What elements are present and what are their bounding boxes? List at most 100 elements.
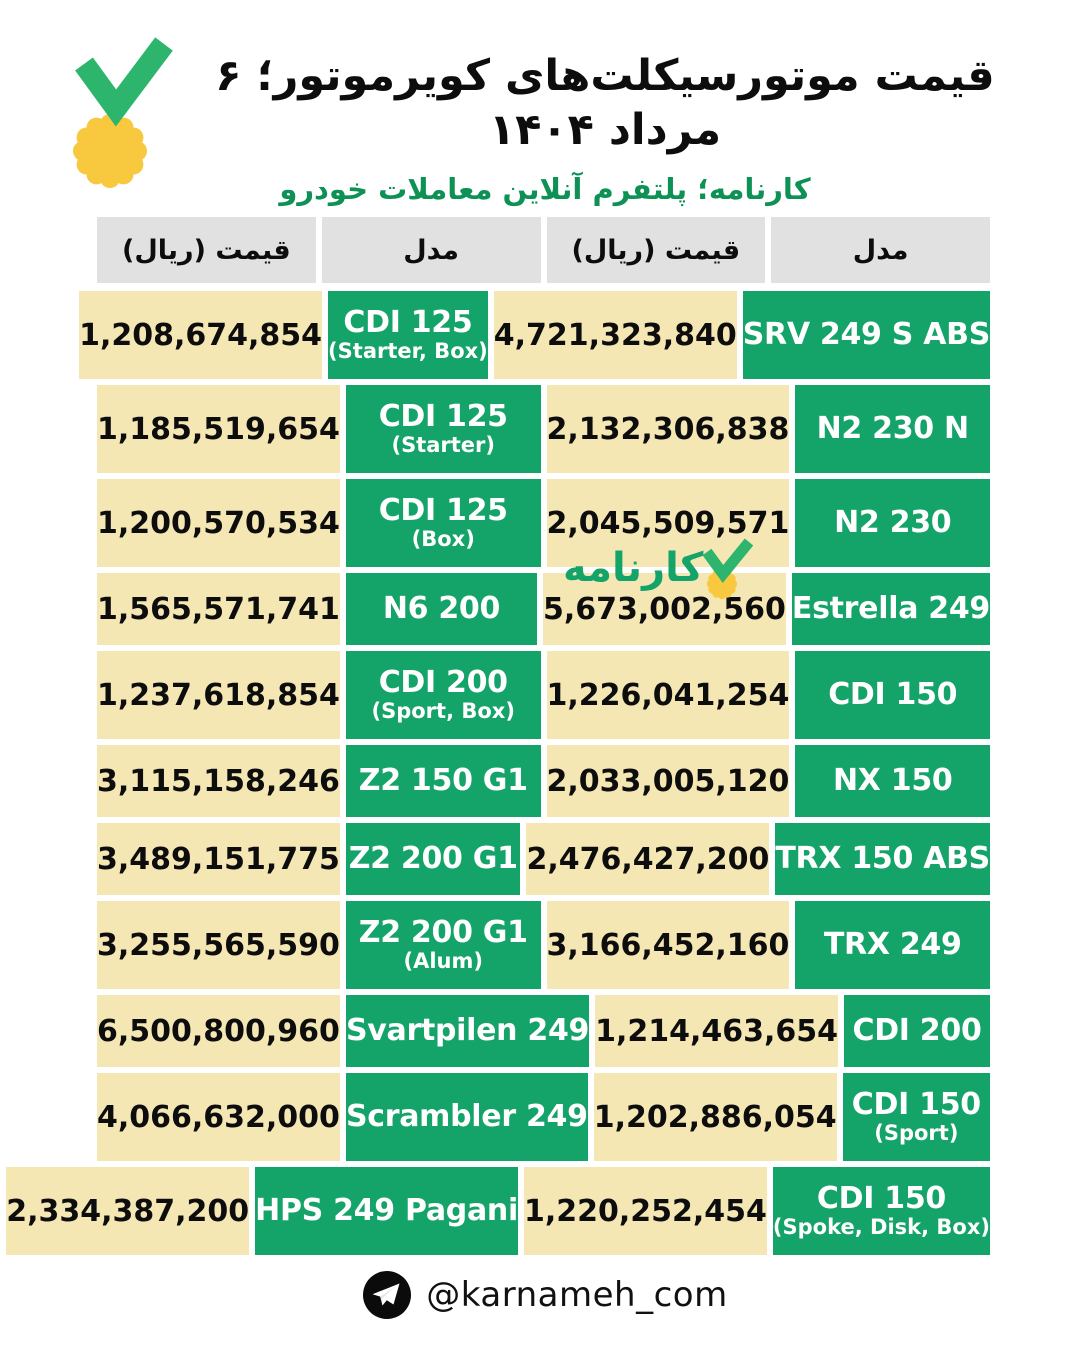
page-subtitle: کارنامه؛ پلتفرم آنلاین معاملات خودرو — [279, 172, 811, 206]
model-cell: Z2 200 G1 — [345, 823, 521, 895]
price-cell: 1,208,674,854 — [79, 291, 323, 379]
model-name: N2 230 — [834, 504, 952, 540]
table-row: N2 230 2,045,509,571 CDI 125 (Box) 1,200,570… — [97, 479, 990, 567]
model-name: N6 200 — [382, 590, 501, 626]
model-cell: SRV 249 S ABS — [742, 291, 991, 379]
table-row: NX 150 2,033,005,120 Z2 150 G1 3,115,158,24… — [97, 745, 990, 817]
telegram-icon — [363, 1271, 412, 1319]
model-variant: (Box) — [411, 527, 475, 552]
price-cell: 1,565,571,741 — [97, 573, 340, 645]
table-row: SRV 249 S ABS 4,721,323,840 CDI 125 (Starte… — [79, 291, 991, 379]
model-name: TRX 249 — [823, 926, 962, 962]
price-cell: 4,721,323,840 — [493, 291, 737, 379]
model-name: CDI 125 — [343, 304, 473, 340]
table-body: SRV 249 S ABS 4,721,323,840 CDI 125 (Starte… — [6, 291, 991, 1255]
model-variant: (Sport, Box) — [371, 699, 515, 724]
model-name: CDI 125 — [378, 492, 508, 528]
table-row: Estrella 249 5,673,002,560 N6 200 1,565,571… — [97, 573, 990, 645]
price-cell: 1,226,041,254 — [546, 651, 790, 739]
watermark: کارنامه — [563, 538, 754, 602]
table-row: CDI 150 1,226,041,254 CDI 200 (Sport, Box) 1… — [97, 651, 990, 739]
model-name: Estrella 249 — [791, 590, 990, 626]
model-cell: Estrella 249 — [791, 573, 990, 645]
column-header-model: مدل — [771, 217, 990, 283]
model-cell: Z2 150 G1 — [345, 745, 541, 817]
table-row: TRX 150 ABS 2,476,427,200 Z2 200 G1 3,489,1… — [97, 823, 990, 895]
model-cell: NX 150 — [795, 745, 990, 817]
table-row: CDI 150 (Spoke, Disk, Box) 1,220,252,454 HP… — [6, 1167, 990, 1255]
model-name: Z2 200 G1 — [358, 914, 528, 950]
price-cell: 3,115,158,246 — [97, 745, 340, 817]
model-cell: CDI 125 (Starter, Box) — [328, 291, 488, 379]
model-cell: Z2 200 G1 (Alum) — [345, 901, 541, 989]
model-name: NX 150 — [832, 762, 953, 798]
model-cell: CDI 150 (Sport) — [842, 1073, 990, 1161]
model-name: CDI 125 — [378, 398, 508, 434]
price-cell: 1,237,618,854 — [97, 651, 340, 739]
price-cell: 5,673,002,560 — [542, 573, 786, 645]
price-cell: 4,066,632,000 — [97, 1073, 340, 1161]
column-header-model: مدل — [321, 217, 541, 283]
model-name: Svartpilen 249 — [345, 1012, 590, 1048]
model-name: CDI 200 — [378, 664, 508, 700]
price-cell: 1,214,463,654 — [595, 995, 839, 1067]
karnameh-logo — [73, 37, 173, 188]
column-header-price: قیمت (ریال) — [546, 217, 766, 283]
price-cell: 3,255,565,590 — [97, 901, 340, 989]
model-cell: Scrambler 249 — [345, 1073, 588, 1161]
model-cell: N2 230 N — [795, 385, 990, 473]
model-cell: CDI 125 (Starter) — [345, 385, 541, 473]
model-name: CDI 200 — [852, 1012, 982, 1048]
price-cell: 1,220,252,454 — [523, 1167, 767, 1255]
table-row: N2 230 N 2,132,306,838 CDI 125 (Starter) 1,1… — [97, 385, 990, 473]
model-cell: CDI 200 — [844, 995, 990, 1067]
model-name: N2 230 N — [816, 410, 970, 446]
price-cell: 1,202,886,054 — [593, 1073, 837, 1161]
model-cell: HPS 249 Pagani — [255, 1167, 518, 1255]
price-cell: 6,500,800,960 — [97, 995, 340, 1067]
price-cell: 2,045,509,571 — [546, 479, 790, 567]
price-cell: 2,132,306,838 — [546, 385, 790, 473]
model-cell: Svartpilen 249 — [345, 995, 590, 1067]
price-table: مدل قیمت (ریال) مدل قیمت (ریال) SRV 249 … — [6, 217, 991, 1261]
model-variant: (Sport) — [874, 1121, 959, 1146]
model-name: HPS 249 Pagani — [255, 1192, 518, 1228]
model-name: CDI 150 — [828, 676, 958, 712]
table-row: TRX 249 3,166,452,160 Z2 200 G1 (Alum) 3,255… — [97, 901, 990, 989]
model-name: CDI 150 — [851, 1086, 981, 1122]
table-row: CDI 200 1,214,463,654 Svartpilen 249 6,500,… — [97, 995, 990, 1067]
checkmark-icon — [702, 538, 754, 584]
model-name: CDI 150 — [816, 1180, 946, 1216]
model-variant: (Starter) — [391, 433, 495, 458]
footer: @karnameh_com — [0, 1270, 1090, 1320]
price-cell: 1,185,519,654 — [97, 385, 340, 473]
price-cell: 2,334,387,200 — [6, 1167, 250, 1255]
model-name: Z2 150 G1 — [358, 762, 528, 798]
table-row: CDI 150 (Sport) 1,202,886,054 Scrambler 249… — [97, 1073, 990, 1161]
model-cell: N2 230 — [795, 479, 990, 567]
price-cell: 3,489,151,775 — [97, 823, 340, 895]
model-cell: TRX 249 — [795, 901, 990, 989]
model-cell: CDI 125 (Box) — [345, 479, 541, 567]
model-variant: (Starter, Box) — [328, 339, 488, 364]
watermark-logo-icon — [702, 538, 754, 600]
table-header-row: مدل قیمت (ریال) مدل قیمت (ریال) — [97, 217, 990, 283]
model-variant: (Alum) — [403, 949, 483, 974]
price-cell: 2,033,005,120 — [546, 745, 790, 817]
page-title: قیمت موتورسیکلت‌های کویرموتور؛ ۶ مرداد ۱… — [215, 51, 995, 155]
model-name: Z2 200 G1 — [348, 840, 518, 876]
price-cell: 2,476,427,200 — [526, 823, 770, 895]
model-variant: (Spoke, Disk, Box) — [772, 1215, 990, 1240]
model-name: Scrambler 249 — [345, 1098, 588, 1134]
model-cell: CDI 150 — [795, 651, 990, 739]
column-header-price: قیمت (ریال) — [97, 217, 316, 283]
watermark-text: کارنامه — [563, 545, 704, 591]
checkmark-icon — [75, 37, 173, 127]
model-cell: N6 200 — [345, 573, 537, 645]
model-cell: CDI 150 (Spoke, Disk, Box) — [772, 1167, 990, 1255]
model-cell: CDI 200 (Sport, Box) — [345, 651, 541, 739]
model-cell: TRX 150 ABS — [775, 823, 990, 895]
model-name: SRV 249 S ABS — [742, 316, 991, 352]
price-cell: 1,200,570,534 — [97, 479, 340, 567]
